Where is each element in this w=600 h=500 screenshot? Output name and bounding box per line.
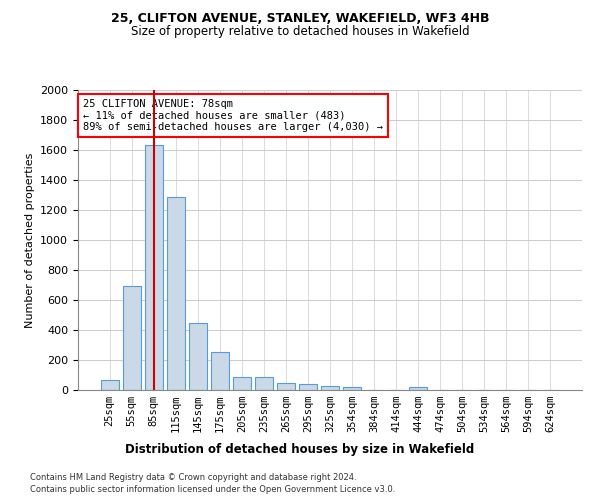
Bar xyxy=(277,382,295,390)
Bar xyxy=(321,386,339,390)
Text: Contains public sector information licensed under the Open Government Licence v3: Contains public sector information licen… xyxy=(30,485,395,494)
Bar xyxy=(409,387,427,390)
Text: 25 CLIFTON AVENUE: 78sqm
← 11% of detached houses are smaller (483)
89% of semi-: 25 CLIFTON AVENUE: 78sqm ← 11% of detach… xyxy=(83,99,383,132)
Bar xyxy=(233,376,251,390)
Text: Contains HM Land Registry data © Crown copyright and database right 2024.: Contains HM Land Registry data © Crown c… xyxy=(30,472,356,482)
Text: Size of property relative to detached houses in Wakefield: Size of property relative to detached ho… xyxy=(131,25,469,38)
Bar xyxy=(123,286,140,390)
Text: Distribution of detached houses by size in Wakefield: Distribution of detached houses by size … xyxy=(125,442,475,456)
Bar xyxy=(255,377,273,390)
Bar xyxy=(167,197,185,390)
Bar xyxy=(299,384,317,390)
Bar xyxy=(211,352,229,390)
Text: 25, CLIFTON AVENUE, STANLEY, WAKEFIELD, WF3 4HB: 25, CLIFTON AVENUE, STANLEY, WAKEFIELD, … xyxy=(111,12,489,26)
Y-axis label: Number of detached properties: Number of detached properties xyxy=(25,152,35,328)
Bar xyxy=(101,380,119,390)
Bar xyxy=(189,324,206,390)
Bar xyxy=(145,145,163,390)
Bar xyxy=(343,387,361,390)
